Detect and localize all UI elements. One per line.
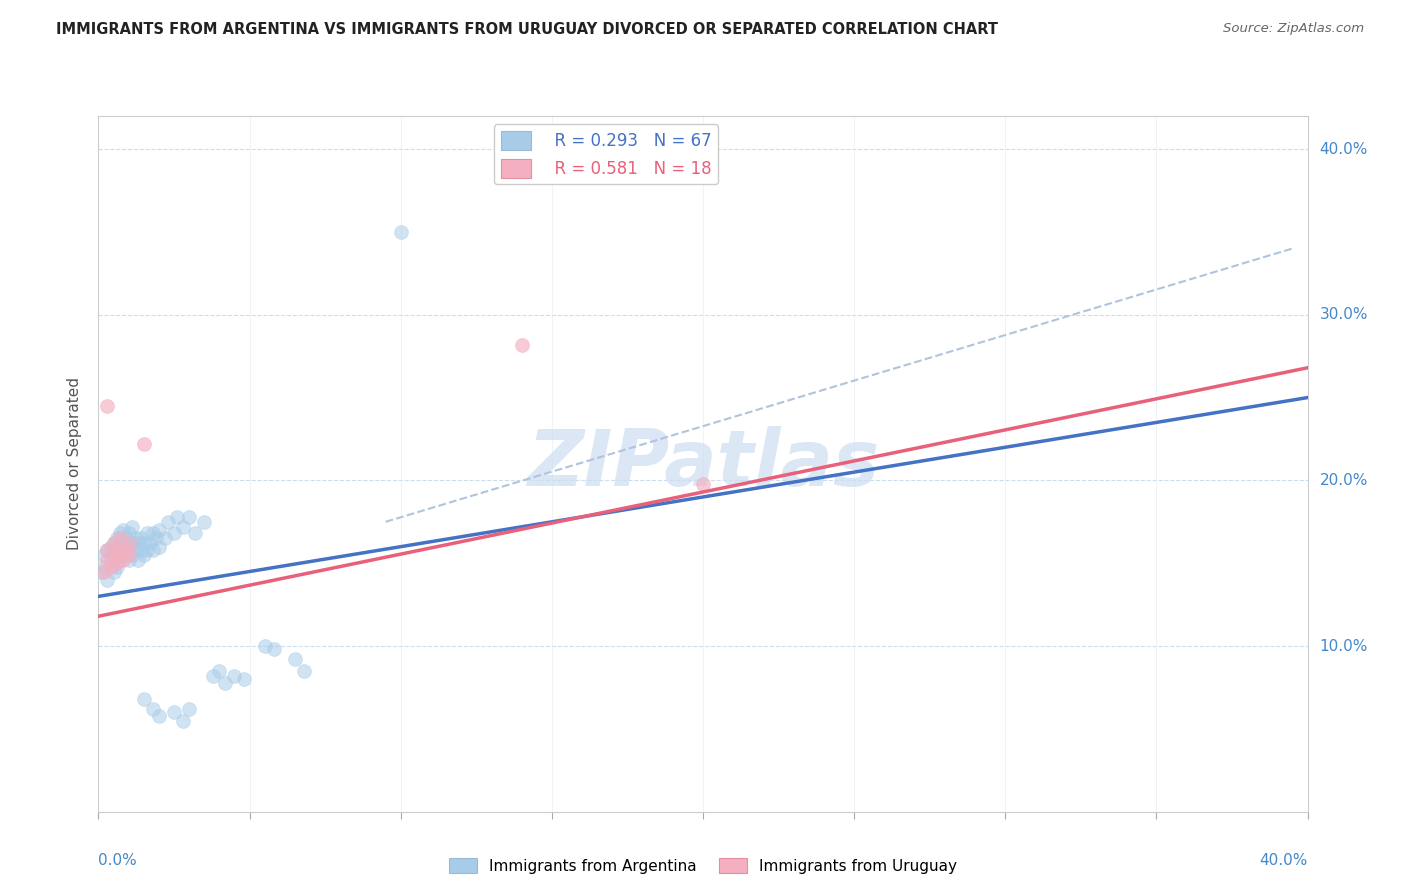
Point	[118, 540, 141, 554]
Point	[172, 520, 194, 534]
Point	[510, 337, 533, 351]
Legend: Immigrants from Argentina, Immigrants from Uruguay: Immigrants from Argentina, Immigrants fr…	[443, 852, 963, 880]
Point	[96, 543, 118, 558]
Point	[105, 543, 128, 558]
Text: Source: ZipAtlas.com: Source: ZipAtlas.com	[1223, 22, 1364, 36]
Legend:   R = 0.293   N = 67,   R = 0.581   N = 18: R = 0.293 N = 67, R = 0.581 N = 18	[494, 124, 718, 185]
Point	[105, 556, 128, 570]
Point	[93, 565, 115, 579]
Point	[142, 526, 165, 541]
Point	[172, 714, 194, 728]
Point	[253, 639, 276, 653]
Point	[177, 509, 201, 524]
Point	[177, 702, 201, 716]
Y-axis label: Divorced or Separated: Divorced or Separated	[67, 377, 83, 550]
Point	[96, 553, 118, 567]
Point	[202, 669, 225, 683]
Point	[153, 532, 176, 546]
Point	[208, 664, 231, 678]
Point	[135, 526, 157, 541]
Text: 0.0%: 0.0%	[98, 854, 138, 869]
Point	[166, 509, 188, 524]
Point	[108, 548, 131, 562]
Point	[193, 515, 215, 529]
Point	[114, 543, 136, 558]
Point	[132, 692, 155, 706]
Point	[93, 559, 115, 574]
Point	[163, 526, 186, 541]
Point	[105, 543, 128, 558]
Point	[132, 536, 155, 550]
Point	[108, 526, 131, 541]
Point	[100, 559, 122, 574]
Point	[96, 399, 118, 413]
Point	[103, 548, 125, 562]
Point	[111, 548, 134, 562]
Point	[139, 536, 162, 550]
Point	[118, 526, 141, 541]
Point	[90, 565, 112, 579]
Text: 40.0%: 40.0%	[1260, 854, 1308, 869]
Point	[142, 543, 165, 558]
Point	[96, 543, 118, 558]
Text: 40.0%: 40.0%	[1320, 142, 1368, 157]
Point	[96, 573, 118, 587]
Point	[292, 664, 315, 678]
Text: 30.0%: 30.0%	[1320, 307, 1368, 322]
Point	[127, 553, 149, 567]
Point	[108, 532, 131, 546]
Point	[103, 536, 125, 550]
Point	[129, 532, 152, 546]
Point	[148, 540, 170, 554]
Point	[232, 672, 254, 686]
Point	[111, 553, 134, 567]
Point	[692, 476, 714, 491]
Point	[127, 536, 149, 550]
Point	[103, 536, 125, 550]
Point	[118, 553, 141, 567]
Point	[132, 437, 155, 451]
Point	[103, 548, 125, 562]
Point	[135, 543, 157, 558]
Point	[103, 565, 125, 579]
Point	[124, 532, 146, 546]
Text: 20.0%: 20.0%	[1320, 473, 1368, 488]
Point	[389, 225, 412, 239]
Point	[124, 543, 146, 558]
Point	[118, 536, 141, 550]
Point	[148, 708, 170, 723]
Point	[142, 702, 165, 716]
Point	[111, 536, 134, 550]
Point	[214, 675, 236, 690]
Point	[108, 553, 131, 567]
Point	[118, 548, 141, 562]
Point	[184, 526, 207, 541]
Point	[224, 669, 246, 683]
Point	[105, 532, 128, 546]
Point	[121, 548, 143, 562]
Point	[100, 553, 122, 567]
Point	[156, 515, 179, 529]
Point	[111, 523, 134, 537]
Point	[145, 532, 167, 546]
Point	[263, 642, 285, 657]
Point	[105, 559, 128, 574]
Point	[114, 543, 136, 558]
Text: 10.0%: 10.0%	[1320, 639, 1368, 654]
Text: ZIPatlas: ZIPatlas	[527, 425, 879, 502]
Point	[148, 523, 170, 537]
Point	[121, 536, 143, 550]
Point	[93, 548, 115, 562]
Text: IMMIGRANTS FROM ARGENTINA VS IMMIGRANTS FROM URUGUAY DIVORCED OR SEPARATED CORRE: IMMIGRANTS FROM ARGENTINA VS IMMIGRANTS …	[56, 22, 998, 37]
Point	[108, 540, 131, 554]
Point	[121, 520, 143, 534]
Point	[114, 532, 136, 546]
Point	[132, 548, 155, 562]
Point	[129, 543, 152, 558]
Point	[284, 652, 307, 666]
Point	[163, 706, 186, 720]
Point	[100, 540, 122, 554]
